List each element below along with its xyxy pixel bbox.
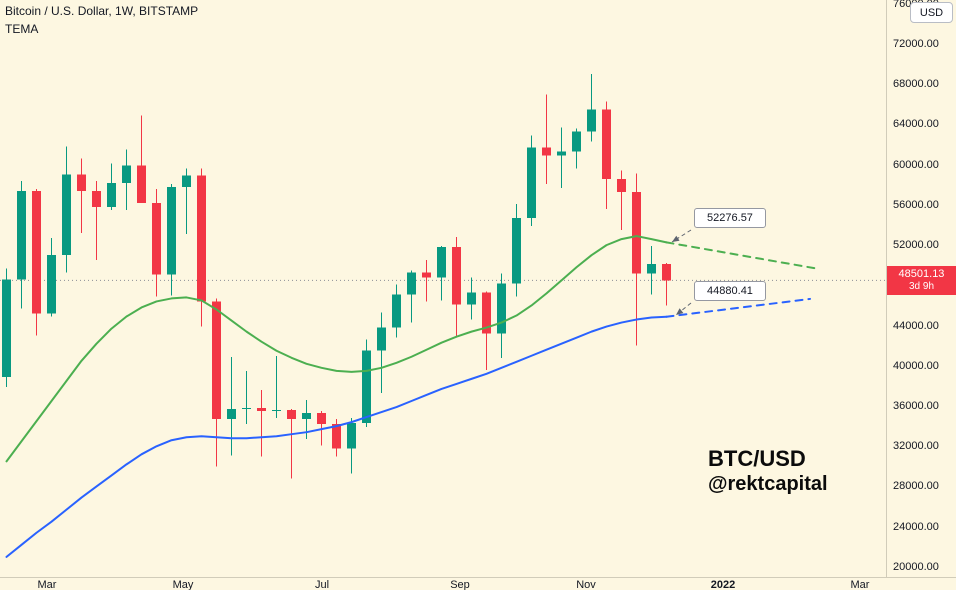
candle <box>107 163 116 210</box>
candle <box>497 273 506 358</box>
tema-slow-projection <box>665 297 811 318</box>
candle <box>167 183 176 296</box>
candle <box>272 355 281 419</box>
candle <box>32 188 41 336</box>
watermark-handle: @rektcapital <box>708 473 828 496</box>
candle <box>392 284 401 338</box>
candle <box>602 101 611 209</box>
price-axis-label: 52000.00 <box>893 239 939 252</box>
callout-arrowhead <box>672 235 680 242</box>
price-axis-label: 60000.00 <box>893 158 939 171</box>
watermark-symbol: BTC/USD <box>708 446 806 471</box>
time-axis[interactable]: Mar May Jul Sep Nov 2022 Mar <box>0 577 956 590</box>
candle <box>662 263 671 306</box>
price-callout-upper[interactable]: 52276.57 <box>694 208 766 228</box>
last-price-value: 48501.13 <box>898 268 945 281</box>
price-axis-label: 64000.00 <box>893 118 939 131</box>
candle <box>347 418 356 474</box>
candle <box>632 173 641 346</box>
candle <box>152 188 161 297</box>
symbol-title[interactable]: Bitcoin / U.S. Dollar, 1W, BITSTAMP <box>5 4 199 18</box>
candle <box>227 356 236 456</box>
candle <box>482 291 491 370</box>
price-callout-lower[interactable]: 44880.41 <box>694 281 766 301</box>
bar-countdown: 3d 9h <box>908 280 935 292</box>
price-callout-upper-label: 52276.57 <box>707 212 753 224</box>
time-axis-label: May <box>172 579 194 590</box>
candle <box>437 246 446 301</box>
candle <box>527 135 536 227</box>
callout-arrow <box>671 229 692 243</box>
candle <box>377 312 386 393</box>
chart-plot[interactable] <box>0 0 886 577</box>
candle <box>407 270 416 323</box>
watermark: BTC/USD @rektcapital <box>708 446 828 496</box>
time-axis-label: Mar <box>37 579 57 590</box>
time-axis-label: 2022 <box>710 579 736 590</box>
candle <box>137 115 146 203</box>
candle <box>422 260 431 302</box>
candle <box>182 168 191 235</box>
candle <box>92 180 101 261</box>
last-price-badge: 48501.13 3d 9h <box>887 265 956 295</box>
price-axis-label: 40000.00 <box>893 359 939 372</box>
candle <box>77 158 86 234</box>
currency-toggle-button[interactable]: USD <box>910 2 953 23</box>
candle <box>617 170 626 231</box>
indicator-label[interactable]: TEMA <box>5 22 39 36</box>
candle <box>467 277 476 320</box>
price-axis-label: 36000.00 <box>893 400 939 413</box>
candle <box>287 409 296 479</box>
candle <box>2 268 11 387</box>
price-callout-lower-label: 44880.41 <box>707 285 753 297</box>
candle <box>17 180 26 309</box>
candle <box>212 298 221 467</box>
price-axis-label: 44000.00 <box>893 319 939 332</box>
price-axis[interactable]: 76000.0072000.0068000.0064000.0060000.00… <box>887 0 956 577</box>
candle <box>242 370 251 425</box>
price-axis-label: 72000.00 <box>893 37 939 50</box>
candle <box>362 339 371 428</box>
candle <box>512 203 521 297</box>
price-axis-label: 20000.00 <box>893 560 939 573</box>
candle <box>62 146 71 273</box>
time-axis-label: Nov <box>576 579 596 590</box>
tema-fast-projection <box>665 241 816 270</box>
chart-legend: Bitcoin / U.S. Dollar, 1W, BITSTAMP TEMA <box>5 4 198 36</box>
price-axis-label: 56000.00 <box>893 198 939 211</box>
time-axis-label: Sep <box>450 579 470 590</box>
candle <box>122 149 131 210</box>
candle <box>572 128 581 169</box>
price-axis-label: 68000.00 <box>893 78 939 91</box>
candle <box>557 127 566 188</box>
candle <box>257 389 266 457</box>
chart-canvas[interactable]: Bitcoin / U.S. Dollar, 1W, BITSTAMP TEMA… <box>0 0 887 577</box>
candle <box>587 74 596 142</box>
tema-slow-line <box>5 315 668 558</box>
candle <box>542 94 551 184</box>
tema-fast-line <box>5 235 668 463</box>
callout-arrowhead <box>676 308 684 315</box>
candle <box>452 237 461 338</box>
price-axis-label: 32000.00 <box>893 440 939 453</box>
time-axis-label: Jul <box>314 579 330 590</box>
time-axis-label: Mar <box>850 579 870 590</box>
candle <box>47 238 56 317</box>
price-axis-label: 24000.00 <box>893 520 939 533</box>
price-axis-label: 28000.00 <box>893 480 939 493</box>
candle <box>647 246 656 295</box>
